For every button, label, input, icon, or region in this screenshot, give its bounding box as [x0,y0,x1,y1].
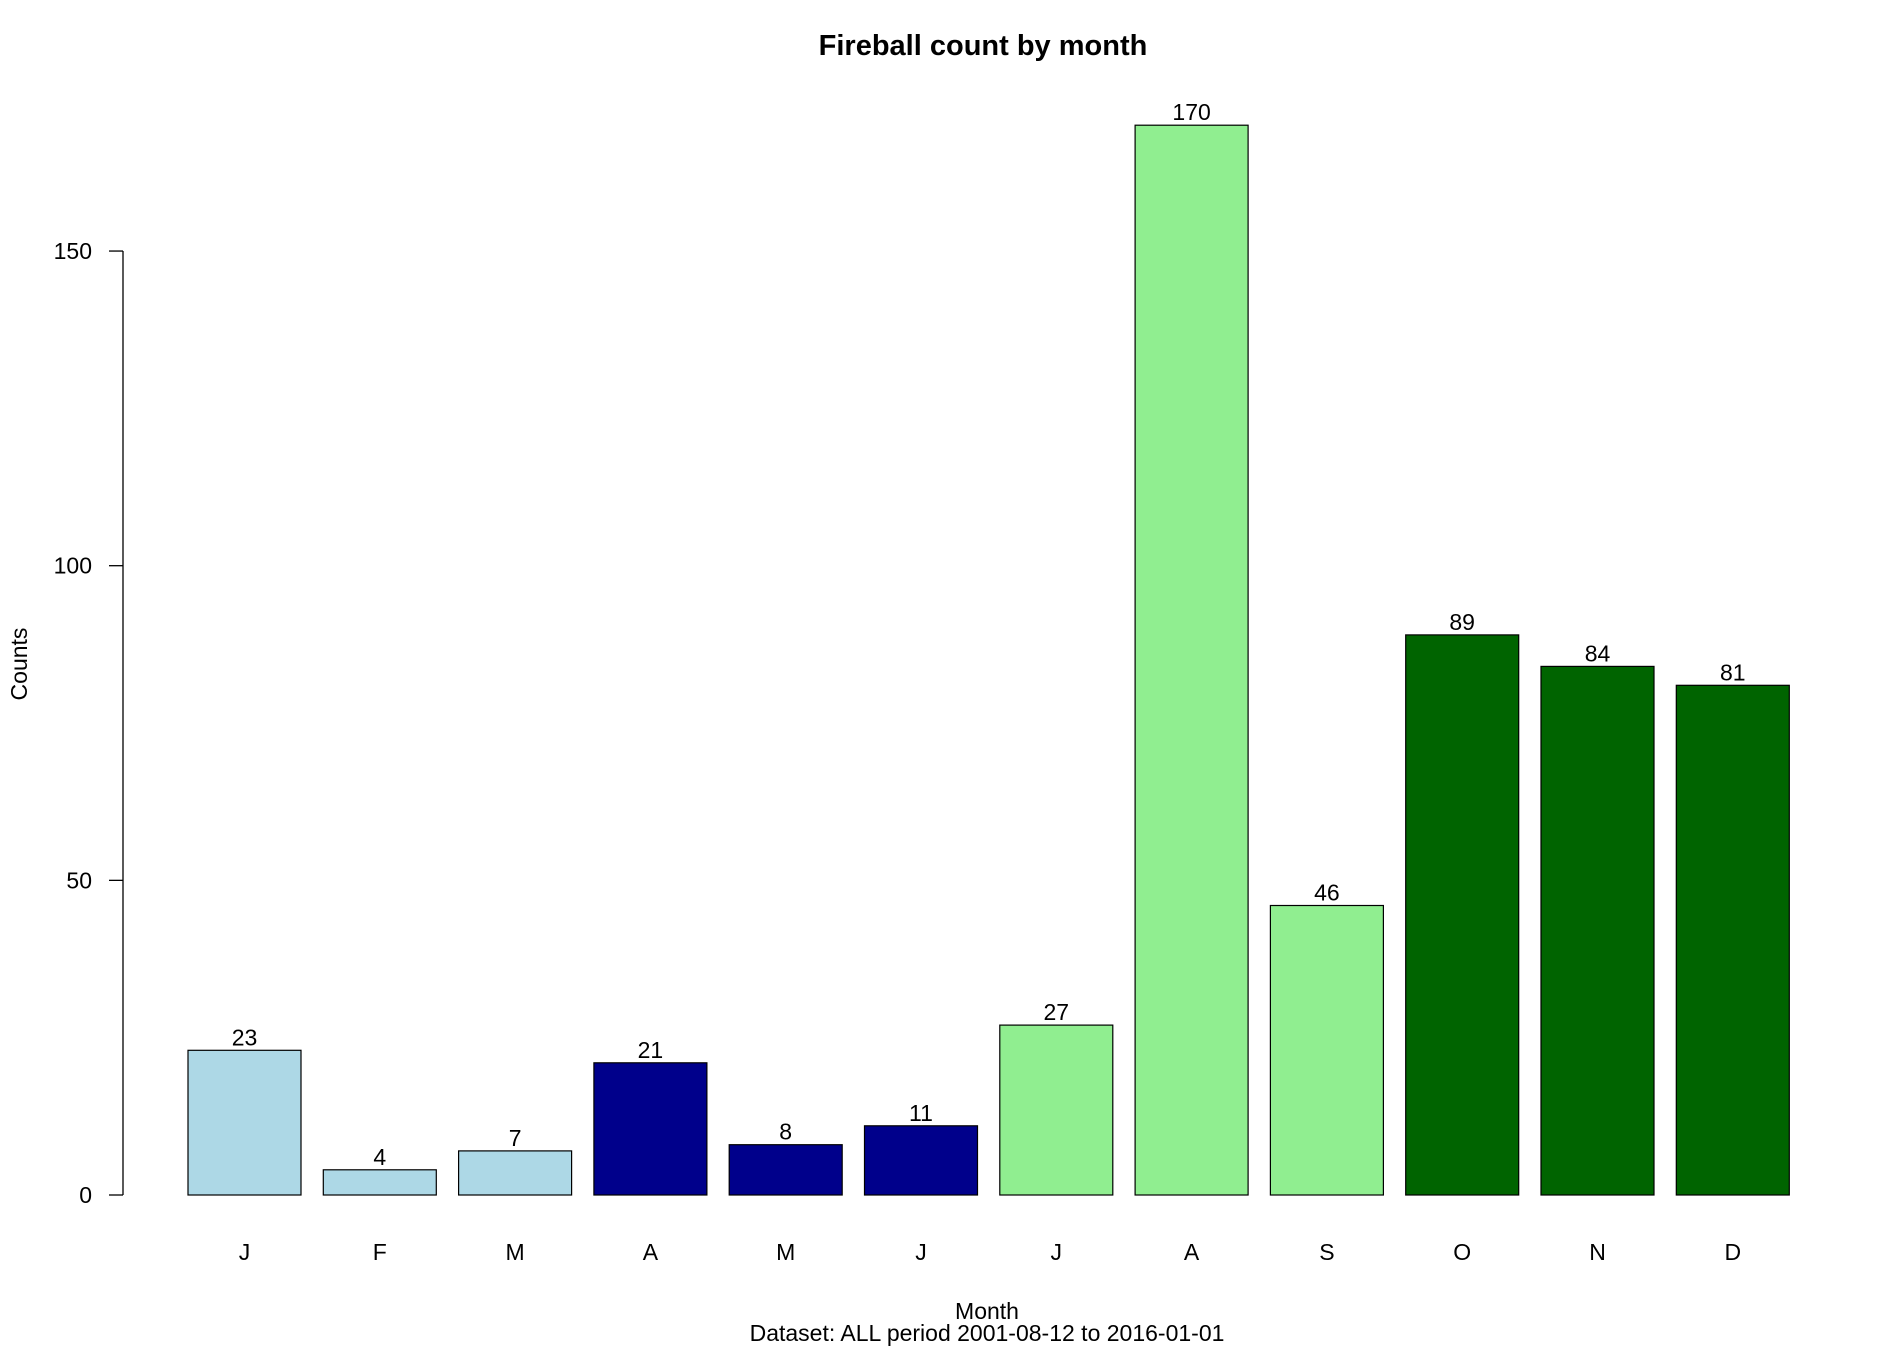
chart-title: Fireball count by month [819,30,1148,62]
bar [1540,665,1655,1196]
y-axis-label: Counts [6,628,32,701]
bar [322,1169,437,1196]
x-tick-label: A [1184,1239,1200,1265]
x-tick-label: A [643,1239,659,1265]
bar [1675,684,1790,1196]
bar [1269,904,1385,1196]
x-tick-label: J [239,1239,251,1265]
bar-value-label: 46 [1314,880,1340,906]
y-tick-label: 150 [54,238,92,264]
bar [593,1062,708,1196]
y-axis: 0 50 100 150 [54,238,124,1208]
bar-value-label: 84 [1585,640,1611,666]
bar [1134,124,1249,1196]
bar [863,1125,979,1196]
x-tick-label: M [776,1239,795,1265]
x-axis-label: Month [955,1298,1019,1324]
bar-value-label: 27 [1044,999,1070,1025]
bars [187,124,1790,1196]
bar-value-label: 81 [1720,659,1746,685]
bar-value-label: 11 [909,1100,933,1126]
bar-value-label: 8 [779,1119,792,1145]
bar-value-label: 170 [1172,99,1210,125]
bar-value-label: 23 [232,1024,258,1050]
bar [187,1049,302,1196]
y-tick-label: 100 [54,553,92,579]
x-tick-label: N [1589,1239,1606,1265]
bar-value-label: 89 [1449,609,1475,635]
bar [458,1150,573,1196]
bar-value-label: 4 [373,1144,386,1170]
bar [728,1144,843,1196]
x-tick-label: D [1724,1239,1741,1265]
chart-subtitle: Dataset: ALL period 2001-08-12 to 2016-0… [750,1320,1225,1346]
bar [999,1024,1114,1196]
bar-value-label: 21 [638,1037,664,1063]
bar-value-label: 7 [509,1125,522,1151]
x-tick-label: J [1051,1239,1063,1265]
x-tick-label: O [1453,1239,1471,1265]
x-tick-label: F [373,1239,387,1265]
x-tick-label: S [1319,1239,1334,1265]
value-labels: 23 4 7 21 8 11 27 170 46 89 84 81 [232,99,1746,1170]
x-tick-label: M [506,1239,525,1265]
bar [1405,634,1520,1196]
y-tick-label: 50 [66,867,92,893]
y-tick-label: 0 [79,1182,92,1208]
x-tick-label: J [915,1239,927,1265]
